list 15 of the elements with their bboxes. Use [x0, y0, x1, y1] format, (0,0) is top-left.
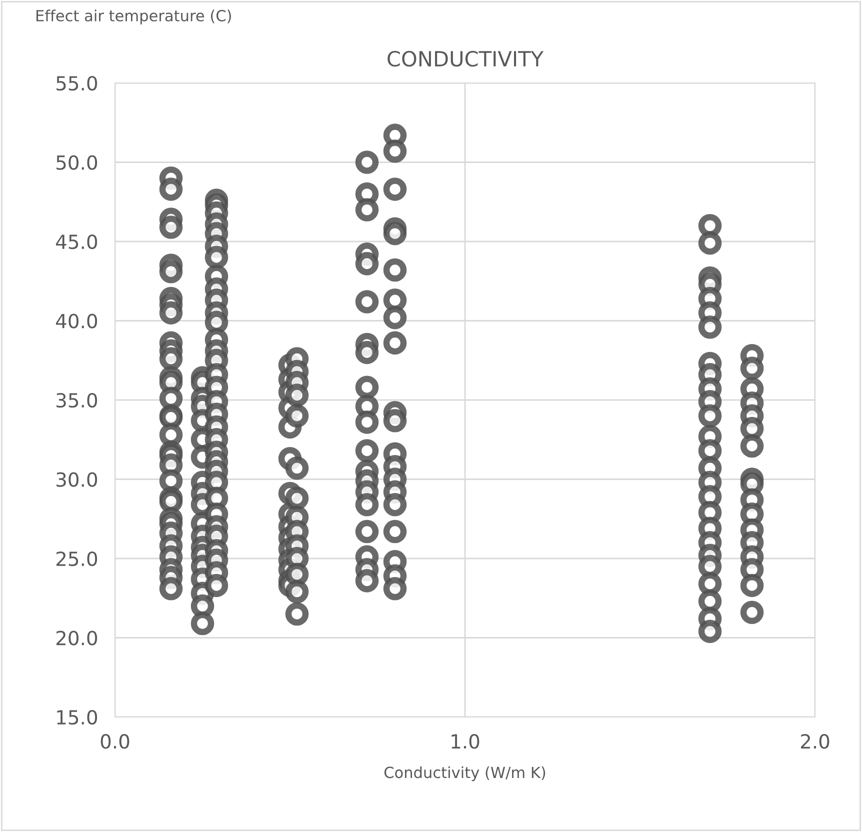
y-tick-label: 15.0: [57, 710, 98, 725]
y-tick-label: 35.0: [56, 392, 98, 408]
y-tick-label: 40.0: [56, 314, 98, 328]
x-tick-label: 2.0: [800, 734, 830, 749]
y-tick-label: 50.0: [56, 155, 98, 170]
y-tick-label: 20.0: [56, 630, 98, 646]
y-tick-label: 25.0: [56, 551, 98, 566]
y-tick-label: 30.0: [56, 472, 98, 487]
chart-title: CONDUCTIVITY: [388, 50, 544, 67]
y-tick-label: 45.0: [56, 234, 98, 250]
y-axis-title: Effect air temperature (C): [36, 10, 231, 24]
x-axis-title: Conductivity (W/m K): [384, 766, 546, 782]
x-tick-label: 1.0: [452, 734, 480, 749]
x-tick-label: 0.0: [100, 734, 130, 749]
y-tick-label: 55.0: [56, 76, 98, 91]
